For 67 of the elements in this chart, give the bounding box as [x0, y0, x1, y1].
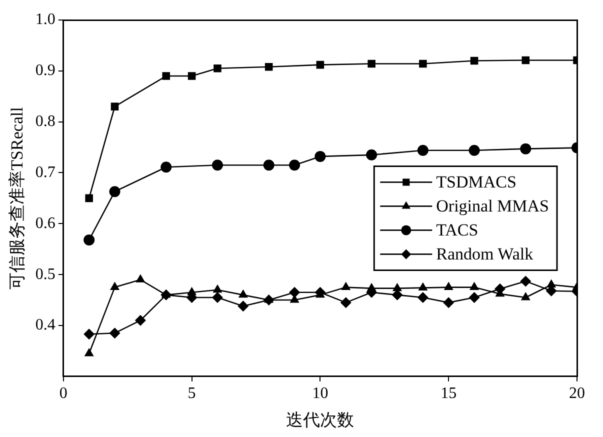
point	[238, 289, 248, 298]
y-tick-label: 0.5	[35, 266, 56, 283]
point	[85, 194, 93, 202]
point	[264, 294, 274, 303]
x-axis-title: 迭代次数	[286, 410, 354, 430]
point	[212, 292, 223, 303]
y-tick-label: 1.0	[35, 11, 56, 28]
point	[418, 282, 428, 291]
point	[520, 143, 532, 154]
point	[263, 160, 274, 171]
point	[238, 300, 249, 312]
point	[468, 292, 480, 303]
point	[316, 60, 324, 69]
point	[214, 64, 222, 72]
legend-label: Original MMAS	[436, 196, 550, 216]
point	[443, 297, 454, 308]
point	[264, 62, 273, 71]
y-tick-label: 0.8	[35, 113, 56, 130]
point	[470, 282, 480, 290]
point	[110, 102, 119, 110]
point	[341, 282, 351, 290]
y-tick-label: 0.9	[35, 62, 56, 80]
legend-label: TACS	[436, 220, 478, 240]
y-axis-title: 可信服务查准率TSRecall	[8, 106, 27, 290]
point	[468, 144, 480, 156]
x-tick-label: 0	[59, 385, 68, 402]
point	[84, 234, 95, 246]
point	[417, 292, 428, 303]
point	[289, 160, 300, 171]
point	[187, 286, 197, 296]
point	[160, 162, 172, 173]
x-tick-label: 15	[440, 385, 457, 402]
point	[522, 56, 530, 64]
point	[212, 284, 222, 293]
point	[109, 186, 120, 198]
point	[161, 289, 171, 298]
point	[134, 314, 146, 326]
point	[84, 348, 94, 356]
point	[520, 276, 532, 287]
legend-label: Random Walk	[436, 244, 534, 264]
point	[188, 72, 196, 80]
point	[162, 72, 170, 80]
point	[136, 274, 146, 282]
point	[289, 286, 300, 298]
point	[444, 282, 454, 290]
point	[419, 60, 427, 68]
legend-label: TSDMACS	[436, 172, 516, 192]
x-tick-label: 20	[569, 385, 585, 402]
point	[314, 150, 326, 162]
point	[212, 160, 223, 171]
x-tick-label: 10	[312, 385, 328, 402]
y-tick-label: 0.4	[35, 316, 56, 334]
point	[366, 149, 378, 160]
point	[109, 328, 120, 339]
point	[392, 282, 402, 292]
point	[520, 292, 530, 300]
point	[84, 328, 95, 340]
point	[110, 282, 120, 290]
y-tick-label: 0.6	[35, 214, 56, 232]
point	[470, 56, 478, 65]
point	[546, 279, 556, 288]
point	[340, 297, 352, 308]
point	[366, 282, 376, 292]
point	[368, 60, 376, 68]
y-tick-label: 0.7	[35, 164, 56, 181]
x-tick-label: 5	[188, 385, 196, 402]
point	[417, 144, 428, 156]
